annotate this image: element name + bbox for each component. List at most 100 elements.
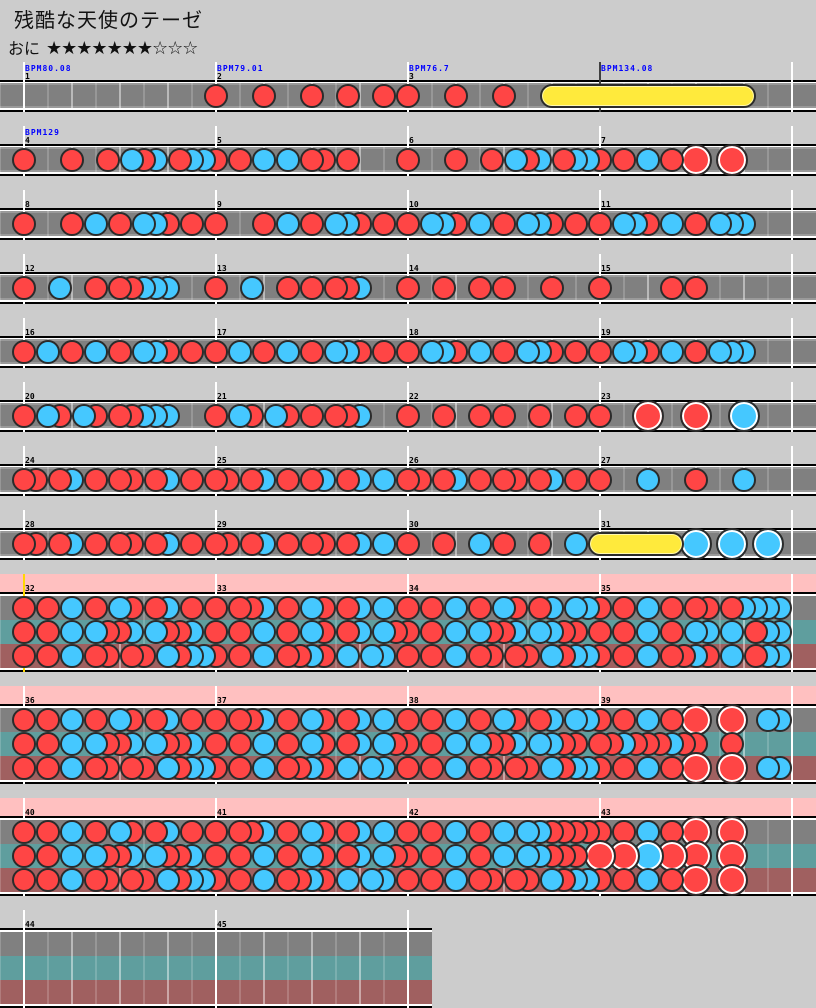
don-note: [204, 212, 228, 236]
ka-note: [324, 212, 348, 236]
difficulty-line: おに ★★★★★★★☆☆☆: [8, 35, 198, 59]
ka-note: [372, 596, 396, 620]
grid-line: [383, 932, 385, 1004]
big-don-note: [716, 704, 748, 736]
grid-line: [767, 147, 769, 172]
ka-note: [420, 340, 444, 364]
ka-note: [444, 644, 468, 668]
song-title: 残酷な天使のテーゼ: [14, 8, 203, 32]
ka-note: [636, 756, 660, 780]
don-note: [336, 84, 360, 108]
grid-line: [95, 932, 97, 1004]
don-note: [60, 340, 84, 364]
don-note: [144, 820, 168, 844]
bar-line: [791, 798, 793, 896]
don-note: [84, 820, 108, 844]
grid-line: [0, 932, 1, 1004]
don-note: [432, 276, 456, 300]
don-note: [120, 644, 144, 668]
ka-note: [540, 644, 564, 668]
don-note: [396, 532, 420, 556]
don-note: [276, 468, 300, 492]
ka-note: [132, 340, 156, 364]
ka-note: [540, 756, 564, 780]
ka-note: [372, 468, 396, 492]
don-note: [612, 148, 636, 172]
bpm-label: BPM129: [25, 128, 60, 137]
ka-note: [516, 340, 540, 364]
grid-line: [0, 403, 1, 428]
ka-note: [84, 732, 108, 756]
don-note: [12, 732, 36, 756]
measure-number: 33: [217, 584, 227, 593]
don-note: [564, 340, 588, 364]
don-note: [336, 820, 360, 844]
don-note: [228, 644, 252, 668]
don-note: [588, 732, 612, 756]
ka-note: [252, 620, 276, 644]
don-note: [300, 532, 324, 556]
don-note: [564, 468, 588, 492]
measure-number: 39: [601, 696, 611, 705]
don-note: [120, 868, 144, 892]
ka-note: [636, 644, 660, 668]
ka-note: [372, 532, 396, 556]
ka-note: [708, 212, 732, 236]
measure-number: 14: [409, 264, 419, 273]
grid-line: [623, 403, 625, 428]
measure-number: 10: [409, 200, 419, 209]
ka-note: [372, 708, 396, 732]
grid-line: [767, 83, 769, 108]
ka-note: [144, 620, 168, 644]
don-note: [528, 468, 552, 492]
don-note: [228, 148, 252, 172]
grid-line: [0, 211, 1, 236]
don-note: [612, 596, 636, 620]
grid-line: [191, 932, 193, 1004]
ka-note: [360, 868, 384, 892]
grid-line: [359, 83, 361, 108]
big-don-note: [680, 752, 712, 784]
don-note: [204, 596, 228, 620]
measure-number: 28: [25, 520, 35, 529]
measure-number: 7: [601, 136, 606, 145]
ka-note: [660, 212, 684, 236]
ka-note: [372, 844, 396, 868]
don-note: [396, 756, 420, 780]
don-note: [12, 532, 36, 556]
ka-note: [156, 868, 180, 892]
grid-line: [671, 467, 673, 492]
ka-note: [444, 756, 468, 780]
don-note: [468, 844, 492, 868]
measure-number: 24: [25, 456, 35, 465]
don-note: [12, 820, 36, 844]
measure-number: 43: [601, 808, 611, 817]
don-note: [300, 148, 324, 172]
don-note: [444, 84, 468, 108]
don-note: [36, 620, 60, 644]
grid-line: [767, 403, 769, 428]
don-note: [396, 340, 420, 364]
don-note: [228, 844, 252, 868]
measure-number: 32: [25, 584, 35, 593]
don-note: [12, 708, 36, 732]
measure-number: 12: [25, 264, 35, 273]
don-note: [36, 732, 60, 756]
don-note: [36, 868, 60, 892]
ka-note: [636, 148, 660, 172]
ka-note: [636, 596, 660, 620]
ka-note: [444, 596, 468, 620]
don-note: [588, 620, 612, 644]
grid-line: [455, 403, 457, 428]
grid-line: [551, 531, 553, 556]
grid-line: [239, 211, 241, 236]
grid-line: [719, 467, 721, 492]
grid-line: [719, 275, 721, 300]
ka-note: [60, 732, 84, 756]
grid-line: [431, 147, 433, 172]
ka-note: [372, 620, 396, 644]
don-note: [612, 644, 636, 668]
don-note: [12, 844, 36, 868]
don-note: [48, 532, 72, 556]
don-note: [588, 340, 612, 364]
